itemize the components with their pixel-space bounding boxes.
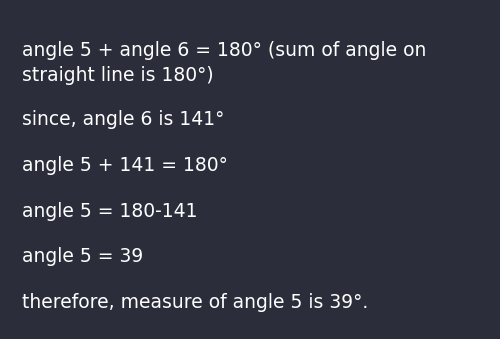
Text: angle 5 = 180-141: angle 5 = 180-141 [22,202,198,221]
Text: angle 5 + 141 = 180°: angle 5 + 141 = 180° [22,156,229,175]
Text: angle 5 + angle 6 = 180° (sum of angle on
straight line is 180°): angle 5 + angle 6 = 180° (sum of angle o… [22,41,427,85]
Text: therefore, measure of angle 5 is 39°.: therefore, measure of angle 5 is 39°. [22,293,369,312]
Text: since, angle 6 is 141°: since, angle 6 is 141° [22,110,225,129]
Text: angle 5 = 39: angle 5 = 39 [22,247,144,266]
